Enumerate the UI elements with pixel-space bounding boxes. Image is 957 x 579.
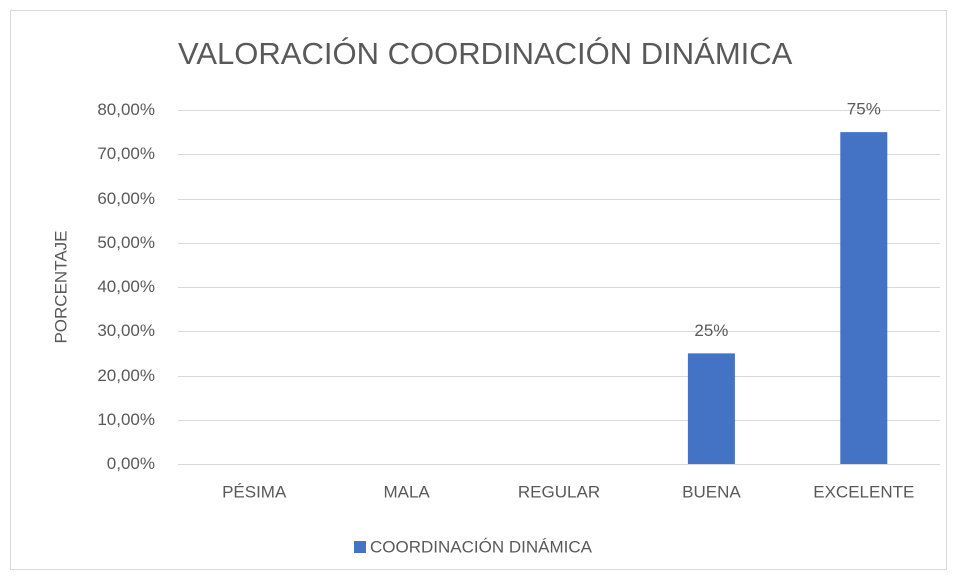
x-tick-label: EXCELENTE	[813, 482, 914, 501]
x-tick-label: REGULAR	[518, 482, 600, 501]
y-tick-label: 0,00%	[107, 454, 155, 473]
x-tick-label: PÉSIMA	[222, 482, 287, 501]
y-tick-label: 60,00%	[97, 189, 155, 208]
legend-label: COORDINACIÓN DINÁMICA	[370, 537, 593, 556]
y-axis-label: PORCENTAJE	[51, 230, 70, 343]
data-label: 25%	[694, 321, 728, 340]
y-tick-label: 80,00%	[97, 100, 155, 119]
bar	[687, 353, 735, 464]
y-tick-label: 20,00%	[97, 366, 155, 385]
y-tick-label: 50,00%	[97, 233, 155, 252]
y-tick-label: 10,00%	[97, 410, 155, 429]
x-tick-label: MALA	[383, 482, 430, 501]
y-tick-label: 70,00%	[97, 144, 155, 163]
bar	[840, 132, 888, 464]
chart-title: VALORACIÓN COORDINACIÓN DINÁMICA	[178, 36, 793, 71]
x-tick-label: BUENA	[682, 482, 741, 501]
legend-swatch	[354, 541, 366, 553]
chart-frame	[10, 10, 947, 570]
y-tick-label: 40,00%	[97, 277, 155, 296]
y-tick-label: 30,00%	[97, 321, 155, 340]
data-label: 75%	[847, 100, 881, 119]
